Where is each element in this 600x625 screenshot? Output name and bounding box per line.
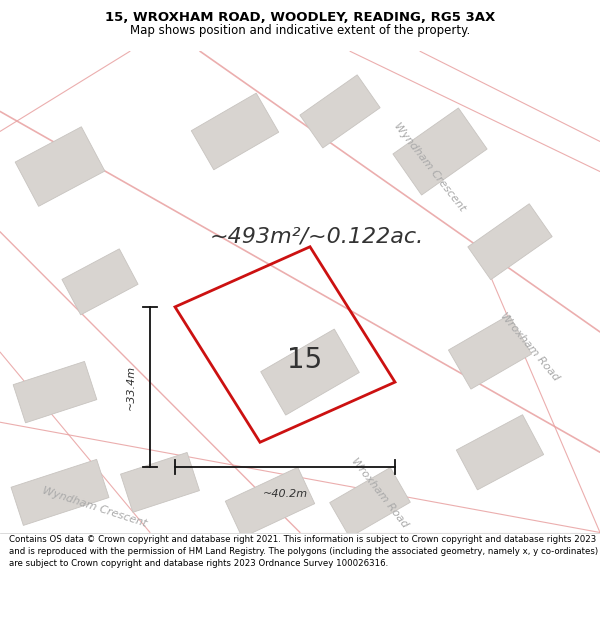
Text: ~40.2m: ~40.2m (262, 489, 308, 499)
Bar (62, 249, 138, 315)
Bar (13, 361, 97, 423)
Text: ~493m²/~0.122ac.: ~493m²/~0.122ac. (210, 227, 424, 247)
Bar (468, 204, 552, 280)
Bar (191, 93, 279, 170)
Text: 15, WROXHAM ROAD, WOODLEY, READING, RG5 3AX: 15, WROXHAM ROAD, WOODLEY, READING, RG5 … (105, 11, 495, 24)
Text: Wyndham Crescent: Wyndham Crescent (41, 486, 149, 529)
Bar (121, 452, 199, 512)
Bar (329, 468, 410, 538)
Bar (15, 127, 105, 206)
Text: Wroxham Road: Wroxham Road (350, 456, 410, 529)
Bar (260, 329, 359, 415)
Bar (448, 315, 532, 389)
Bar (300, 75, 380, 148)
Bar (393, 108, 487, 195)
Bar (225, 468, 315, 538)
Text: Map shows position and indicative extent of the property.: Map shows position and indicative extent… (130, 24, 470, 37)
Text: Contains OS data © Crown copyright and database right 2021. This information is : Contains OS data © Crown copyright and d… (9, 535, 598, 568)
Bar (457, 415, 544, 490)
Text: ~33.4m: ~33.4m (126, 364, 136, 409)
Text: Wyndham Crescent: Wyndham Crescent (392, 121, 467, 212)
Bar (11, 459, 109, 526)
Text: 15: 15 (287, 346, 323, 374)
Text: Wroxham Road: Wroxham Road (499, 311, 562, 383)
